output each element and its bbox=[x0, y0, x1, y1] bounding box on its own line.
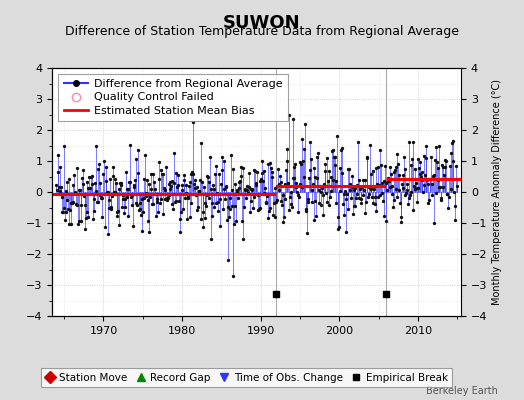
Text: Berkeley Earth: Berkeley Earth bbox=[426, 386, 498, 396]
Legend: Station Move, Record Gap, Time of Obs. Change, Empirical Break: Station Move, Record Gap, Time of Obs. C… bbox=[40, 368, 452, 387]
Y-axis label: Monthly Temperature Anomaly Difference (°C): Monthly Temperature Anomaly Difference (… bbox=[492, 79, 501, 305]
Text: SUWON: SUWON bbox=[223, 14, 301, 32]
Legend: Difference from Regional Average, Quality Control Failed, Estimated Station Mean: Difference from Regional Average, Qualit… bbox=[58, 74, 288, 121]
Text: Difference of Station Temperature Data from Regional Average: Difference of Station Temperature Data f… bbox=[65, 25, 459, 38]
